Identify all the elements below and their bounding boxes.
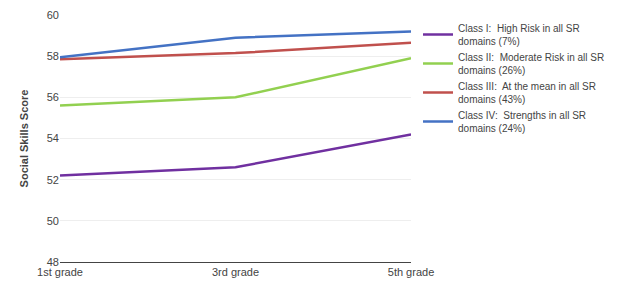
svg-text:5th grade: 5th grade <box>388 266 434 278</box>
svg-text:52: 52 <box>47 174 59 186</box>
svg-text:54: 54 <box>47 132 59 144</box>
svg-text:58: 58 <box>47 50 59 62</box>
svg-text:Class II: Moderate Risk in al: Class II: Moderate Risk in all SRdomains… <box>458 52 604 76</box>
svg-text:Class III: At the mean in all: Class III: At the mean in all SRdomains … <box>458 81 596 105</box>
svg-text:60: 60 <box>47 9 59 21</box>
svg-text:56: 56 <box>47 91 59 103</box>
svg-text:3rd grade: 3rd grade <box>212 266 259 278</box>
svg-text:48: 48 <box>47 256 59 268</box>
svg-text:50: 50 <box>47 215 59 227</box>
svg-text:Social Skills Score: Social Skills Score <box>18 90 30 188</box>
svg-text:Class I: High Risk in all SRd: Class I: High Risk in all SRdomains (7%) <box>458 23 580 47</box>
svg-text:Class IV: Strengths in all SR: Class IV: Strengths in all SRdomains (24… <box>458 110 586 134</box>
svg-text:1st grade: 1st grade <box>37 266 83 278</box>
